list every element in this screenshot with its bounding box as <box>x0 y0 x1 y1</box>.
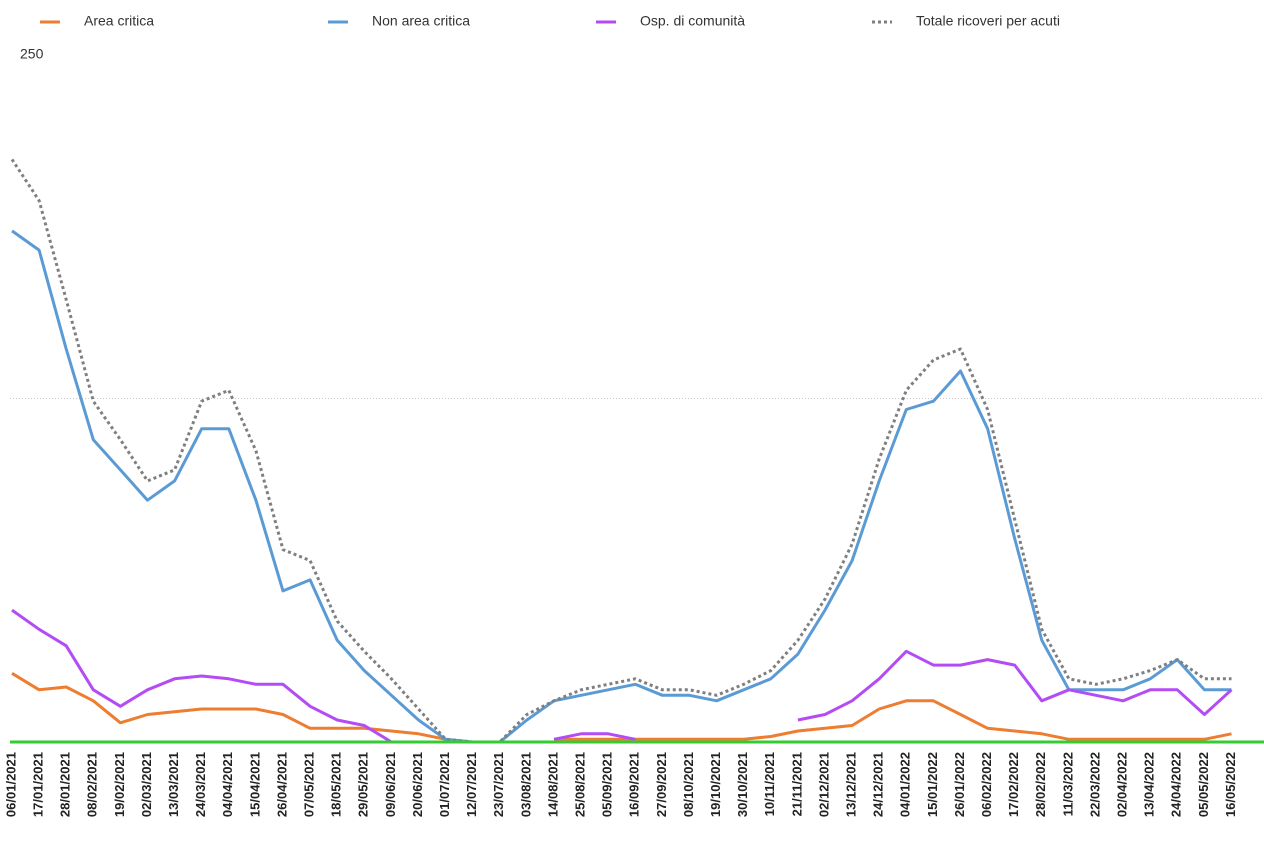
x-tick-label: 28/02/2022 <box>1033 752 1048 817</box>
x-tick-label: 11/03/2022 <box>1060 752 1075 816</box>
x-tick-label: 24/03/2021 <box>193 752 208 817</box>
x-tick-label: 14/08/2021 <box>545 752 560 817</box>
x-tick-label: 02/12/2021 <box>816 752 831 817</box>
x-tick-label: 01/07/2021 <box>437 752 452 817</box>
legend-label: Totale ricoveri per acuti <box>916 13 1060 29</box>
x-tick-label: 23/07/2021 <box>491 752 506 817</box>
x-tick-label: 09/06/2021 <box>383 752 398 817</box>
x-tick-label: 08/10/2021 <box>681 752 696 817</box>
x-tick-label: 12/07/2021 <box>464 752 479 817</box>
series-line <box>11 229 1232 744</box>
legend-label: Osp. di comunità <box>640 13 745 29</box>
x-tick-label: 04/01/2022 <box>898 752 913 817</box>
x-tick-label: 10/11/2021 <box>762 752 777 816</box>
x-tick-label: 21/11/2021 <box>789 752 804 816</box>
x-tick-label: 02/04/2022 <box>1115 752 1130 817</box>
series-line <box>10 158 1232 744</box>
legend-label: Area critica <box>84 13 154 29</box>
x-tick-label: 05/05/2022 <box>1196 752 1211 817</box>
x-tick-label: 24/04/2022 <box>1169 752 1184 817</box>
x-tick-label: 26/01/2022 <box>952 752 967 817</box>
x-tick-label: 03/08/2021 <box>518 752 533 817</box>
x-tick-label: 02/03/2021 <box>139 752 154 817</box>
x-tick-label: 15/01/2022 <box>925 752 940 817</box>
x-tick-label: 04/04/2021 <box>220 752 235 817</box>
x-tick-label: 16/09/2021 <box>627 752 642 817</box>
x-tick-label: 20/06/2021 <box>410 752 425 817</box>
x-tick-label: 25/08/2021 <box>573 752 588 817</box>
x-tick-label: 06/02/2022 <box>979 752 994 817</box>
x-tick-label: 19/02/2021 <box>112 752 127 817</box>
x-tick-label: 28/01/2021 <box>58 752 73 817</box>
x-tick-label: 15/04/2021 <box>247 752 262 817</box>
x-tick-label: 17/01/2021 <box>31 752 46 817</box>
x-tick-label: 13/03/2021 <box>166 752 181 817</box>
series-line <box>11 672 1232 741</box>
x-tick-label: 30/10/2021 <box>735 752 750 817</box>
x-tick-label: 18/05/2021 <box>329 752 344 817</box>
x-tick-label: 13/04/2022 <box>1142 752 1157 817</box>
x-tick-label: 08/02/2021 <box>85 752 100 817</box>
x-tick-label: 17/02/2022 <box>1006 752 1021 817</box>
x-tick-label: 19/10/2021 <box>708 752 723 817</box>
x-tick-label: 29/05/2021 <box>356 752 371 817</box>
legend-label: Non area critica <box>372 13 470 29</box>
x-tick-label: 22/03/2022 <box>1087 752 1102 817</box>
x-tick-label: 27/09/2021 <box>654 752 669 817</box>
x-tick-label: 24/12/2021 <box>871 752 886 817</box>
x-tick-label: 26/04/2021 <box>274 752 289 817</box>
x-tick-label: 06/01/2021 <box>3 752 18 817</box>
x-tick-label: 16/05/2022 <box>1223 752 1238 817</box>
series-line <box>11 608 1233 744</box>
x-tick-label: 07/05/2021 <box>302 752 317 817</box>
y-tick-label: 250 <box>20 46 44 62</box>
x-tick-label: 13/12/2021 <box>844 752 859 817</box>
x-tick-label: 05/09/2021 <box>600 752 615 817</box>
